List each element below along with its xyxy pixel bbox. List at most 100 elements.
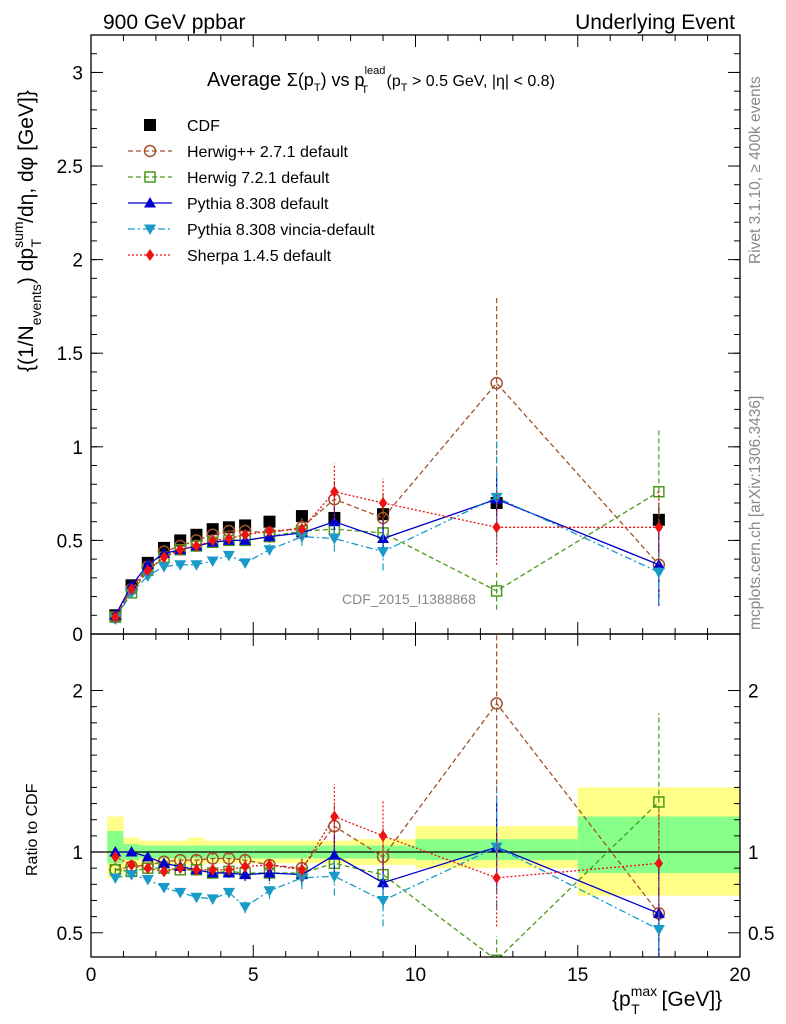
marker-diamond	[378, 496, 388, 509]
y-tick-label: 1	[72, 843, 83, 864]
legend-label: Sherpa 1.4.5 default	[187, 248, 332, 265]
marker-square	[222, 521, 235, 534]
title-sigma: Σ(p	[287, 70, 314, 90]
marker-diamond	[224, 863, 234, 876]
marker-square	[295, 510, 308, 523]
marker-diamond	[492, 521, 501, 534]
main-panel: 0 0.5 1 1.5 2 2.5 3	[57, 34, 741, 646]
marker-diamond	[127, 858, 136, 871]
series-line	[114, 491, 659, 618]
marker-triangle-up	[125, 846, 138, 857]
series-sherpa-1-4-5-default	[111, 463, 664, 624]
marker-square-open	[490, 585, 503, 597]
marker-diamond	[159, 865, 169, 878]
marker-triangle-up	[141, 850, 154, 862]
marker-triangle-down	[206, 556, 219, 567]
legend-label: Herwig++ 2.7.1 default	[187, 144, 349, 161]
x-tick-label: 20	[729, 965, 750, 986]
marker-triangle-down	[109, 873, 122, 884]
marker-triangle-down	[158, 883, 171, 894]
marker-triangle-down	[652, 925, 665, 936]
marker-triangle-down	[144, 224, 156, 235]
series-line	[115, 846, 660, 931]
marker-triangle-up	[328, 515, 341, 527]
xlabel-sup-max: max	[631, 983, 657, 999]
legend: CDF Herwig++ 2.7.1 default Herwig 7.2.1 de…	[128, 118, 375, 265]
marker-circle-open	[490, 697, 503, 710]
x-tick-label: 5	[248, 965, 259, 986]
legend-label: Herwig 7.2.1 default	[187, 170, 330, 187]
y-tick-label: 1	[72, 438, 83, 459]
legend-entry: Sherpa 1.4.5 default	[128, 248, 332, 265]
header-right: Underlying Event	[575, 11, 735, 34]
marker-square	[263, 515, 276, 528]
marker-diamond	[145, 249, 155, 261]
marker-diamond	[330, 810, 339, 823]
legend-entry: Pythia 8.308 default	[128, 196, 329, 213]
marker-triangle-up	[377, 876, 390, 888]
ylabel-part-b: ) dp	[15, 248, 38, 284]
marker-triangle-down	[158, 562, 171, 573]
y-tick-label: 2	[72, 682, 83, 703]
y-tick-label: 3	[72, 63, 83, 84]
marker-triangle-down	[490, 492, 503, 504]
marker-diamond	[265, 858, 274, 871]
marker-triangle-up	[141, 558, 154, 570]
title-part-c: (p	[382, 73, 401, 90]
marker-triangle-down	[239, 558, 252, 569]
legend-label: CDF	[187, 118, 220, 135]
series-herwig-2-7-1-default	[109, 295, 666, 624]
marker-diamond	[176, 862, 185, 875]
title-sub-t: T	[314, 82, 321, 94]
marker-triangle-down	[652, 567, 665, 579]
marker-diamond	[143, 862, 152, 875]
marker-diamond	[240, 860, 250, 873]
marker-diamond	[654, 521, 664, 534]
legend-label: Pythia 8.308 default	[187, 196, 329, 213]
marker-diamond	[143, 564, 152, 577]
marker-triangle-down	[239, 902, 252, 913]
ratio-y-axis-label: Ratio to CDF	[24, 783, 41, 876]
marker-triangle-up	[328, 849, 341, 860]
rivet-version-text: Rivet 3.1.10, ≥ 400k events	[747, 76, 764, 264]
ratio-panel: 0 5 10 15 20 0.5 0.5 1 1 2 2	[57, 633, 774, 986]
marker-diamond	[265, 525, 274, 538]
ylabel-sub-events: events	[28, 284, 44, 325]
xlabel-part-a: {p	[612, 988, 631, 1011]
series-sherpa-1-4-5-default	[111, 784, 664, 927]
legend-label: Pythia 8.308 vincia-default	[187, 222, 375, 239]
marker-triangle-down	[377, 547, 390, 558]
marker-diamond	[297, 863, 307, 876]
marker-triangle-down	[141, 874, 154, 886]
y-tick-label: 2.5	[57, 157, 83, 178]
marker-diamond	[208, 863, 217, 876]
marker-circle-open	[143, 144, 157, 158]
marker-diamond	[330, 485, 339, 498]
main-title: Average Σ(pT) vs plead T (pT > 0.5 GeV, |…	[207, 65, 555, 96]
x-tick-label: 10	[405, 965, 426, 986]
y-tick-label: 0.5	[57, 531, 83, 552]
ylabel-part-a: {(1/N	[15, 325, 38, 372]
y-tick-label: 2	[72, 251, 83, 272]
marker-triangle-down	[377, 895, 390, 907]
marker-diamond	[176, 543, 185, 556]
marker-triangle-down	[174, 887, 187, 899]
header-left: 900 GeV ppbar	[103, 11, 245, 34]
ylabel-part-c: /dη, dφ [GeV]}	[15, 90, 38, 223]
title-sup-lead: lead	[365, 65, 386, 77]
plot-area	[91, 634, 740, 957]
x-tick-label: 0	[86, 965, 97, 986]
marker-triangle-down	[190, 560, 203, 571]
marker-diamond	[192, 863, 201, 876]
marker-triangle-down	[222, 550, 235, 562]
title-sub-t-2: T	[361, 84, 368, 96]
series-pythia-8-308-vincia-default	[109, 785, 665, 957]
marker-triangle-down	[328, 871, 341, 883]
marker-triangle-up	[239, 868, 252, 880]
y-tick-label: 0	[72, 625, 83, 646]
marker-diamond	[297, 523, 307, 536]
title-part-b: ) vs p	[321, 70, 365, 90]
marker-diamond	[492, 871, 501, 884]
marker-diamond	[192, 540, 201, 553]
